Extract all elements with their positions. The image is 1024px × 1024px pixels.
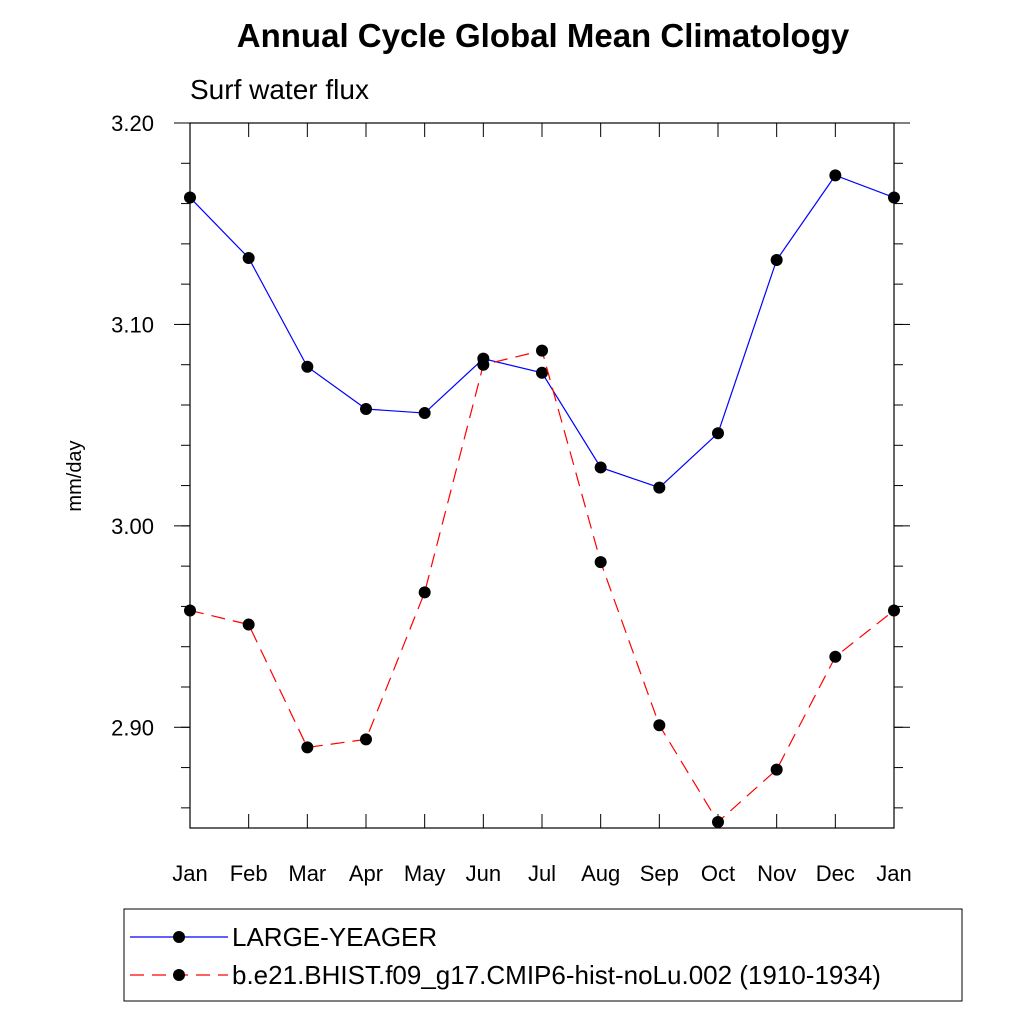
x-tick-label: Jan — [172, 861, 207, 886]
y-axis-label: mm/day — [64, 440, 86, 511]
series-2-point — [888, 604, 900, 617]
series-1-point — [594, 461, 607, 474]
y-tick-label: 3.10 — [111, 312, 154, 337]
chart-subtitle: Surf water flux — [190, 74, 369, 105]
x-tick-label: Oct — [701, 861, 735, 886]
series-1-point — [770, 253, 783, 266]
x-tick-label: May — [404, 861, 446, 886]
legend-marker-1 — [173, 931, 185, 943]
series-2-point — [829, 650, 842, 663]
series-1-point — [536, 366, 548, 379]
x-tick-label: Nov — [757, 861, 796, 886]
y-tick-label: 2.90 — [111, 715, 154, 740]
series-2-point — [242, 618, 255, 631]
series-2-point — [712, 815, 724, 828]
series-2-point — [653, 719, 666, 732]
legend-marker-2 — [173, 969, 185, 981]
x-tick-label: Sep — [640, 861, 679, 886]
series-2-point — [477, 358, 490, 371]
series-2-point — [770, 763, 783, 776]
series-1-point — [653, 481, 666, 494]
series-2-point — [184, 604, 196, 617]
x-tick-label: Jan — [876, 861, 911, 886]
series-1-point — [418, 407, 431, 420]
series-line-2 — [189, 349, 895, 823]
legend-box — [123, 908, 963, 1002]
plot-frame — [189, 122, 895, 829]
series-2-point — [360, 733, 372, 746]
series-line-1 — [189, 174, 895, 489]
x-tick-label: Jul — [528, 861, 556, 886]
x-tick-label: Dec — [816, 861, 855, 886]
x-tick-label: Jun — [466, 861, 501, 886]
y-tick-label: 3.20 — [111, 111, 154, 136]
axis-tick-labels: Jan Feb Mar Apr May Jun Jul Aug Sep Oct Nov Dec Jan 2… — [111, 111, 912, 886]
x-tick-label: Mar — [288, 861, 326, 886]
series-1-point — [829, 169, 842, 182]
legend-label-2: b.e21.BHIST.f09_g17.CMIP6-hist-noLu.002 … — [232, 960, 881, 990]
series-1-point — [242, 251, 255, 264]
series-2-point — [594, 556, 607, 569]
chart-title: Annual Cycle Global Mean Climatology — [237, 17, 850, 54]
series-1-point — [301, 360, 314, 373]
x-tick-label: Aug — [581, 861, 620, 886]
series-2-point — [536, 344, 548, 357]
axis-ticks — [174, 122, 910, 828]
series-2-point — [418, 586, 431, 599]
legend: LARGE-YEAGER b.e21.BHIST.f09_g17.CMIP6-hi… — [130, 922, 881, 990]
series-layer — [184, 169, 900, 828]
legend-label-1: LARGE-YEAGER — [232, 922, 437, 952]
series-1-point — [184, 191, 196, 204]
x-tick-label: Feb — [230, 861, 268, 886]
series-1-point — [360, 403, 372, 416]
y-tick-label: 3.00 — [111, 514, 154, 539]
series-1-point — [888, 191, 900, 204]
x-tick-label: Apr — [349, 861, 383, 886]
series-1-point — [712, 427, 724, 440]
series-2-point — [301, 741, 314, 754]
